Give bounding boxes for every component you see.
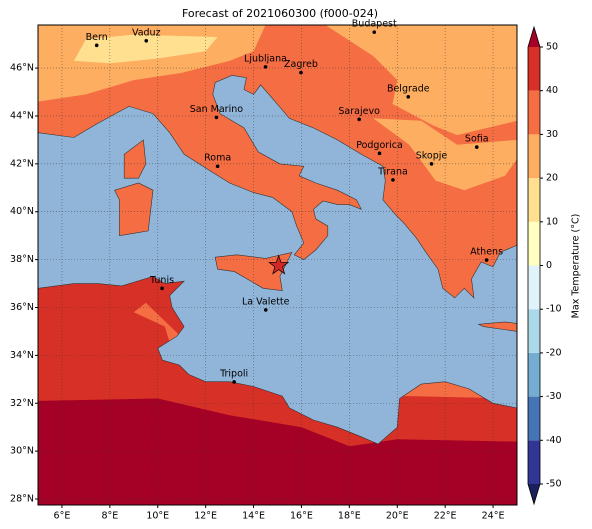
city-dot [299,70,303,75]
colorbar-band [528,309,540,353]
cool-zone-alps [73,34,218,64]
city-dot [484,258,489,262]
y-tick-label: 44°N [10,110,34,121]
y-tick-label: 32°N [10,398,34,409]
colorbar-label: Max Temperature (°C) [571,214,582,319]
city-dot [160,286,164,291]
city-dot [357,117,361,122]
city-label: Sofia [465,134,489,145]
city-dot [391,178,395,182]
y-tick-label: 38°N [10,254,34,265]
city-label: La Valette [242,296,290,307]
city-label: Budapest [352,19,397,30]
city-dot [232,380,236,384]
event-marker [268,254,290,275]
island [477,321,517,332]
colorbar-tick-label: 10 [546,216,558,227]
city-dot [214,115,219,120]
city-label: Bern [86,32,108,43]
colorbar-tick-label: -20 [546,347,562,358]
x-tick-label: 8°E [101,511,118,522]
colorbar-band [528,265,540,310]
city-label: Zagreb [284,59,318,70]
colorbar-band [528,221,540,266]
x-tick-label: 10°E [146,511,169,522]
colorbar-under [528,484,540,504]
city-label: Podgorica [356,140,403,151]
colorbar-tick-label: 40 [546,85,558,96]
city-label: Belgrade [387,83,430,94]
colorbar-tick-label: -40 [546,435,562,446]
city-dot [406,95,411,99]
city-dot [377,151,382,156]
city-label: Sarajevo [338,106,380,117]
colorbar-tick-label: 0 [546,260,552,271]
x-tick-label: 22°E [434,511,457,522]
y-tick-label: 28°N [10,494,34,505]
colorbar-band [528,352,540,397]
colorbar-over [528,27,540,47]
x-tick-label: 24°E [482,511,505,522]
warm-zone-east [325,25,517,136]
island [123,139,147,179]
title: Forecast of 2021060300 (f000-024) [182,7,378,20]
map-frame [37,24,518,506]
city-label: San Marino [190,104,243,115]
city-dot [372,30,377,34]
colorbar-tick-label: 50 [546,42,558,53]
y-tick-label: 34°N [10,350,34,361]
city-label: Ljubljana [244,53,287,64]
y-tick-label: 46°N [10,63,34,74]
colorbar-band [528,440,540,484]
island [114,182,154,237]
colorbar-band [528,396,540,441]
map-area [38,25,517,505]
city-label: Vaduz [132,27,161,38]
city-label: Athens [470,247,503,258]
x-tick-label: 20°E [386,511,409,522]
y-tick-label: 40°N [10,206,34,217]
city-dot [263,308,268,312]
city-label: Skopje [416,150,448,161]
city-dot [429,162,434,166]
colorbar-tick-label: 20 [546,173,558,184]
city-dot [94,43,99,48]
x-tick-label: 18°E [338,511,361,522]
x-tick-label: 6°E [54,511,71,522]
x-tick-label: 16°E [290,511,313,522]
colorbar-band [528,47,540,91]
city-dot [474,145,479,149]
colorbar-tick-label: -10 [546,304,562,315]
colorbar-band [528,90,540,135]
colorbar-tick-label: -50 [546,479,562,490]
colorbar-tick-label: -30 [546,391,562,402]
y-tick-label: 42°N [10,158,34,169]
colorbar-tick-label: 30 [546,129,558,140]
x-tick-label: 12°E [194,511,217,522]
city-dot [215,164,220,169]
city-label: Roma [204,153,231,164]
city-label: Tirana [377,166,408,177]
y-tick-label: 36°N [10,302,34,313]
colorbar-band [528,178,540,222]
city-dot [144,39,149,43]
city-label: Tripoli [219,368,248,379]
x-tick-label: 14°E [242,511,265,522]
city-label: Tunis [149,275,174,286]
y-tick-label: 30°N [10,446,34,457]
colorbar-band [528,134,540,179]
city-dot [263,65,268,69]
